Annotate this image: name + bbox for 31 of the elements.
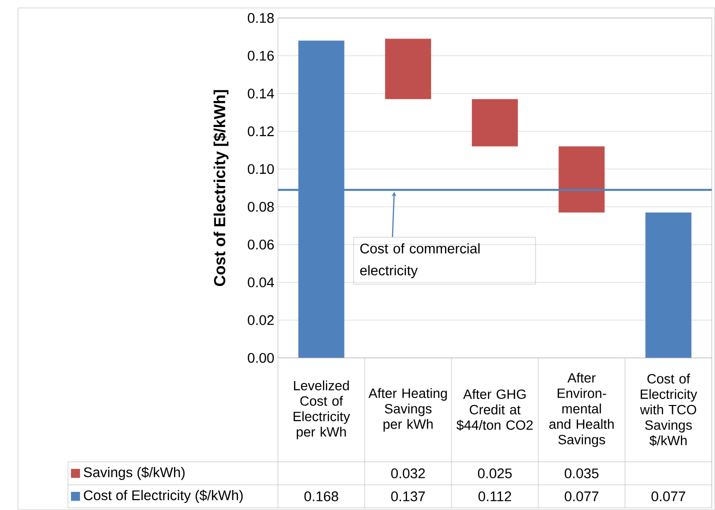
x-tick-label: Levelized Cost of Electricity per kWh (294, 380, 350, 440)
y-tick-label: 0.16 (248, 50, 274, 61)
y-tick-label: 0.12 (248, 126, 274, 136)
x-tick-label: Cost of Electricity with TCO Savings $/kWh (640, 374, 698, 446)
bar (472, 99, 518, 146)
y-tick-label: 0.14 (248, 88, 274, 98)
text: 0.112 (478, 491, 512, 502)
x-tick-label: After Heating Savings per kWh (368, 388, 447, 432)
y-tick-label: 0.00 (248, 352, 274, 363)
data-label: 0.168 (304, 491, 338, 502)
y-tick-label: 0.06 (248, 240, 274, 250)
data-label: 0.035 (564, 468, 598, 478)
y-tick-label: 0.10 (248, 164, 274, 174)
y-tick-label: 0.18 (248, 13, 274, 23)
text: 0.137 (391, 491, 425, 502)
bar (385, 38, 432, 100)
bar (558, 146, 605, 212)
y-axis-title: Cost of Electricity [$/kWh] (213, 90, 228, 286)
legend-label: Savings ($/kWh) (84, 466, 185, 480)
legend-label: Cost of Electricity ($/kWh) (84, 490, 243, 503)
y-tick-label: 0.08 (248, 202, 274, 212)
y-tick-label: 0.04 (248, 277, 274, 288)
x-tick-label: After Environ-mental and Health Savings (549, 372, 614, 447)
y-tick-label: 0.02 (248, 315, 274, 326)
bar (645, 212, 692, 358)
data-label: 0.032 (391, 468, 425, 478)
x-tick-label: After GHG Credit at $44/ton CO2 (456, 389, 533, 431)
data-label: 0.025 (478, 468, 512, 478)
text: 0.077 (564, 491, 598, 502)
ref-line-label: Cost of commercial electricity (360, 243, 480, 278)
data-label: 0.077 (652, 491, 686, 502)
